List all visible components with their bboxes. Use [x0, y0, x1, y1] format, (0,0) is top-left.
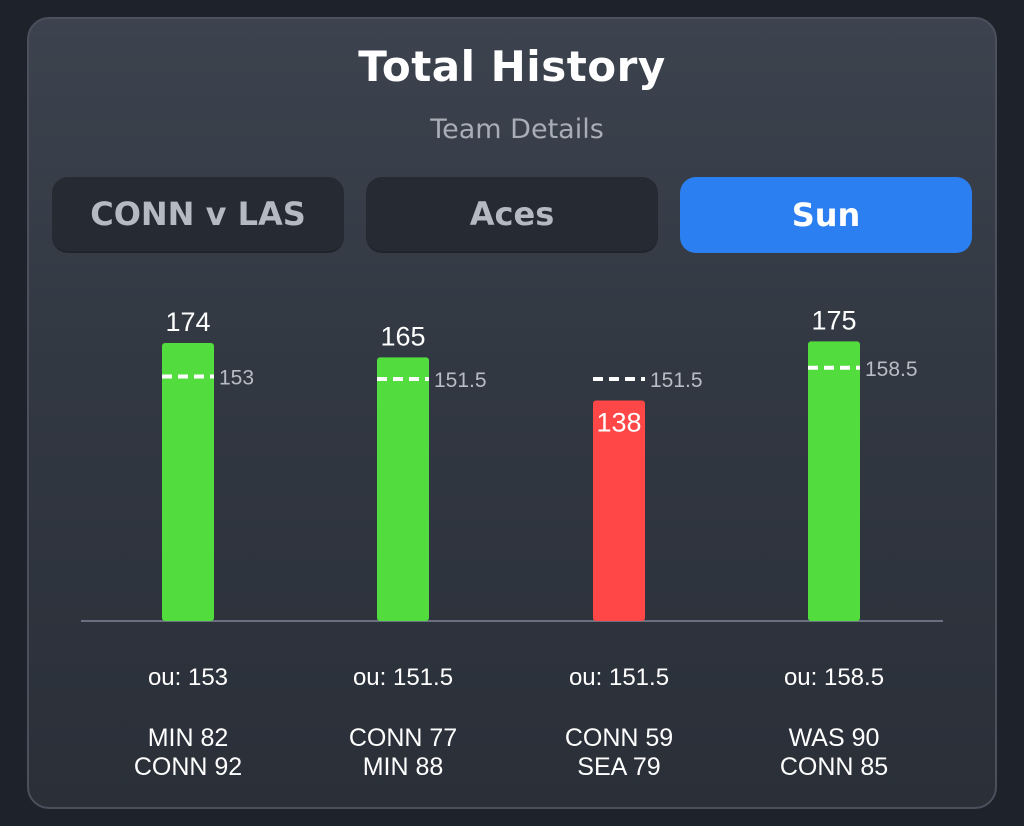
bar-value-label-4: 175: [811, 305, 856, 335]
page-title: Total History: [358, 42, 666, 91]
ou-label-1: ou: 153: [147, 664, 229, 691]
bar-value-label-1: 174: [165, 307, 210, 337]
team-score-1-1: MIN 82: [147, 724, 229, 752]
ou-label-4: ou: 158.5: [783, 664, 885, 691]
bar-1: [162, 343, 214, 621]
team-score-3-1: CONN 59: [564, 724, 674, 752]
team-score-4-1: WAS 90: [788, 724, 880, 752]
ou-line-label-4: 158.5: [865, 358, 918, 381]
page-subtitle: Team Details: [430, 114, 604, 145]
team-score-3-2: SEA 79: [577, 753, 661, 781]
bar-value-label-2: 165: [380, 321, 425, 351]
ou-line-label-3: 151.5: [650, 369, 703, 392]
ou-label-3: ou: 151.5: [568, 664, 670, 691]
tab-sun[interactable]: Sun: [680, 177, 972, 253]
bar-2: [377, 357, 429, 621]
bar-3: [593, 400, 645, 621]
ou-line-label-2: 151.5: [434, 369, 487, 392]
team-score-1-2: CONN 92: [133, 753, 243, 781]
tab-bar: CONN v LAS Aces Sun: [52, 177, 972, 253]
tab-aces[interactable]: Aces: [366, 177, 658, 253]
ou-line-label-1: 153: [219, 367, 254, 390]
ou-label-2: ou: 151.5: [352, 664, 454, 691]
bar-value-label-3: 138: [596, 408, 641, 438]
team-score-2-2: MIN 88: [362, 753, 444, 781]
team-score-2-1: CONN 77: [348, 724, 458, 752]
bar-4: [808, 341, 860, 621]
team-score-4-2: CONN 85: [779, 753, 889, 781]
tab-matchup[interactable]: CONN v LAS: [52, 177, 344, 253]
